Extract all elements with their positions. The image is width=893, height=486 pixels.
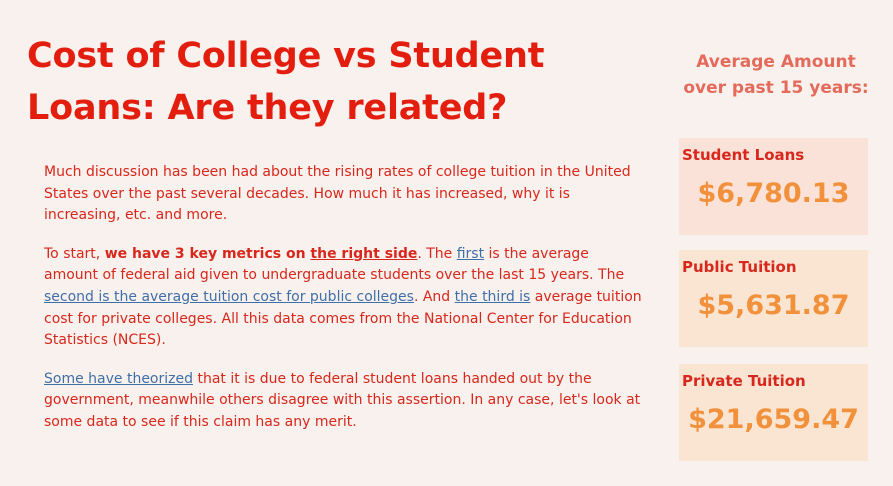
sidebar-heading-line-2: over past 15 years: xyxy=(683,78,869,98)
student-loans-value: $6,780.13 xyxy=(697,178,850,209)
public-tuition-card: Public Tuition $5,631.87 xyxy=(679,250,868,347)
metrics-text-2: . The xyxy=(417,245,457,262)
sidebar-heading: Average Amount over past 15 years: xyxy=(676,49,876,101)
sidebar-heading-line-1: Average Amount xyxy=(696,52,856,72)
private-tuition-label: Private Tuition xyxy=(682,372,806,390)
paragraph-metrics: To start, we have 3 key metrics on the r… xyxy=(44,244,644,352)
metrics-text-5: average tuition cost for private college… xyxy=(44,288,642,349)
private-tuition-card: Private Tuition $21,659.47 xyxy=(679,364,868,461)
metrics-bold-text: we have 3 key metrics on xyxy=(104,245,311,262)
student-loans-card: Student Loans $6,780.13 xyxy=(679,138,868,235)
metrics-text-1: To start, xyxy=(44,245,105,262)
some-have-theorized-link[interactable]: Some have theorized xyxy=(44,370,193,387)
metrics-text-3: is the average amount of federal aid giv… xyxy=(44,245,625,284)
third-metric-link[interactable]: the third is xyxy=(454,288,531,305)
student-loans-label: Student Loans xyxy=(682,146,805,164)
public-tuition-value: $5,631.87 xyxy=(697,290,850,321)
metrics-text-4: . And xyxy=(413,288,455,305)
right-side-link[interactable]: the right side xyxy=(310,245,418,262)
public-tuition-label: Public Tuition xyxy=(682,258,797,276)
private-tuition-value: $21,659.47 xyxy=(688,404,859,435)
article-body: Much discussion has been had about the r… xyxy=(44,162,644,451)
paragraph-intro: Much discussion has been had about the r… xyxy=(44,164,631,224)
second-metric-link[interactable]: second is the average tuition cost for p… xyxy=(44,288,414,305)
paragraph-theory: Some have theorized that it is due to fe… xyxy=(44,369,644,434)
first-metric-link[interactable]: first xyxy=(456,245,485,262)
theory-text: that it is due to federal student loans … xyxy=(44,370,641,430)
page-title-line-1: Cost of College vs Student xyxy=(27,36,545,76)
page-title: Cost of College vs Student Loans: Are th… xyxy=(27,30,627,134)
page-title-line-2: Loans: Are they related? xyxy=(27,88,508,128)
